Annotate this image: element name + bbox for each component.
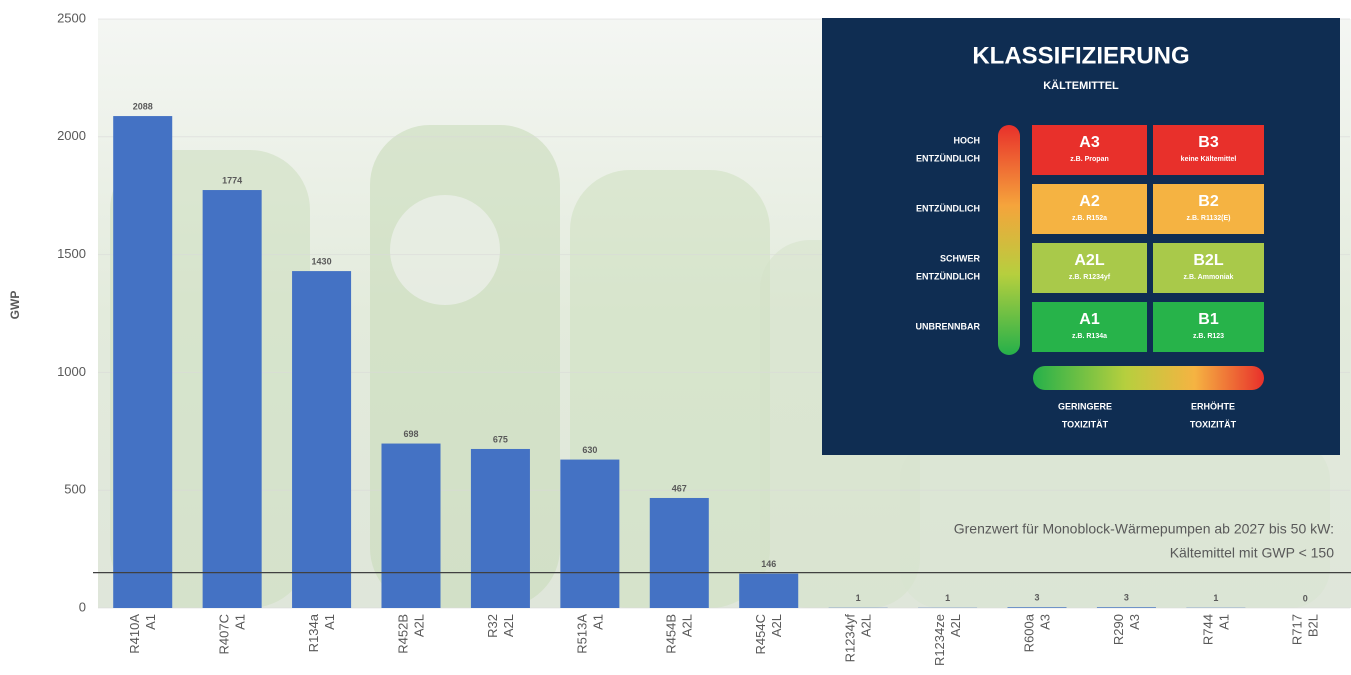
- value-label: 698: [403, 429, 418, 439]
- bar: [1007, 607, 1066, 608]
- y-tick-label: 1500: [57, 246, 86, 261]
- x-tick-sublabel: A2L: [769, 614, 784, 637]
- class-example: z.B. Ammoniak: [1184, 274, 1234, 281]
- bar: [1097, 607, 1156, 608]
- x-tick-sublabel: A1: [590, 614, 605, 630]
- value-label: 2088: [133, 101, 153, 111]
- class-code: A1: [1079, 311, 1100, 328]
- value-label: 0: [1303, 593, 1308, 603]
- value-label: 146: [761, 559, 776, 569]
- x-tick-label: R513A: [574, 614, 589, 654]
- x-tick-label: R717: [1290, 614, 1305, 645]
- x-tick-label: R1234yf: [843, 614, 858, 663]
- y-tick-label: 0: [79, 599, 86, 614]
- x-tick-sublabel: A2L: [948, 614, 963, 637]
- y-axis-title: GWP: [8, 291, 22, 320]
- x-tick-label: R454B: [664, 614, 679, 654]
- class-example: z.B. Propan: [1070, 156, 1109, 163]
- class-code: A3: [1079, 134, 1100, 151]
- y-tick-label: 1000: [57, 364, 86, 379]
- threshold-annotation: Grenzwert für Monoblock-Wärmepumpen ab 2…: [954, 521, 1334, 537]
- x-tick-label: R744: [1200, 614, 1215, 645]
- inset-subtitle: KÄLTEMITTEL: [1043, 79, 1119, 92]
- inset-title: KLASSIFIZIERUNG: [972, 42, 1189, 69]
- bar: [203, 190, 262, 608]
- value-label: 1430: [312, 256, 332, 266]
- row-label: ENTZÜNDLICH: [916, 153, 980, 163]
- class-code: A2L: [1074, 252, 1104, 269]
- toxicity-label: TOXIZITÄT: [1062, 419, 1109, 429]
- row-label: SCHWER: [940, 253, 980, 263]
- x-tick-sublabel: A1: [143, 614, 158, 630]
- x-tick-sublabel: A3: [1037, 614, 1052, 630]
- class-code: A2: [1079, 193, 1100, 210]
- y-tick-label: 2500: [57, 10, 86, 25]
- threshold-annotation: Kältemittel mit GWP < 150: [1170, 545, 1335, 561]
- y-tick-label: 500: [64, 482, 86, 497]
- toxicity-label: TOXIZITÄT: [1190, 419, 1237, 429]
- x-tick-label: R454C: [753, 614, 768, 654]
- x-tick-sublabel: A1: [1216, 614, 1231, 630]
- row-label: UNBRENNBAR: [916, 321, 981, 331]
- value-label: 1: [856, 593, 861, 603]
- bar: [471, 449, 530, 608]
- class-example: keine Kältemittel: [1181, 156, 1237, 163]
- x-tick-label: R1234ze: [932, 614, 947, 666]
- value-label: 675: [493, 434, 508, 444]
- bar: [739, 574, 798, 608]
- class-code: B1: [1198, 311, 1219, 328]
- value-label: 1: [945, 593, 950, 603]
- chart: GWP 050010001500200025002088R410AA11774R…: [0, 0, 1351, 675]
- class-code: B2: [1198, 193, 1219, 210]
- value-label: 467: [672, 483, 687, 493]
- row-label: ENTZÜNDLICH: [916, 271, 980, 281]
- x-tick-label: R32: [485, 614, 500, 638]
- x-tick-sublabel: A2L: [859, 614, 874, 637]
- row-label: ENTZÜNDLICH: [916, 203, 980, 213]
- x-tick-sublabel: A1: [233, 614, 248, 630]
- x-tick-label: R452B: [395, 614, 410, 654]
- class-example: z.B. R1234yf: [1069, 274, 1111, 281]
- toxicity-label: GERINGERE: [1058, 401, 1112, 411]
- toxicity-scale: [1033, 366, 1264, 390]
- x-tick-sublabel: A1: [322, 614, 337, 630]
- value-label: 3: [1124, 593, 1129, 603]
- class-example: z.B. R134a: [1072, 333, 1107, 340]
- value-label: 1: [1213, 593, 1218, 603]
- value-label: 630: [582, 445, 597, 455]
- bar: [381, 444, 440, 608]
- class-code: B3: [1198, 134, 1219, 151]
- x-tick-sublabel: A3: [1127, 614, 1142, 630]
- bar: [560, 460, 619, 608]
- flammability-scale: [998, 125, 1020, 355]
- class-example: z.B. R1132(E): [1187, 215, 1231, 222]
- bar: [113, 116, 172, 608]
- x-tick-label: R600a: [1021, 613, 1036, 652]
- toxicity-label: ERHÖHTE: [1191, 401, 1235, 411]
- x-tick-label: R410A: [127, 614, 142, 654]
- class-example: z.B. R152a: [1072, 215, 1107, 222]
- y-tick-label: 2000: [57, 128, 86, 143]
- value-label: 3: [1034, 593, 1039, 603]
- x-tick-sublabel: A2L: [680, 614, 695, 637]
- x-tick-label: R290: [1111, 614, 1126, 645]
- x-tick-sublabel: B2L: [1306, 614, 1321, 637]
- x-tick-label: R407C: [217, 614, 232, 654]
- x-tick-sublabel: A2L: [411, 614, 426, 637]
- bar: [650, 498, 709, 608]
- x-tick-label: R134a: [306, 613, 321, 652]
- bar: [292, 271, 351, 608]
- class-code: B2L: [1193, 252, 1223, 269]
- value-label: 1774: [222, 175, 242, 185]
- class-example: z.B. R123: [1193, 333, 1224, 340]
- row-label: HOCH: [954, 135, 981, 145]
- x-tick-sublabel: A2L: [501, 614, 516, 637]
